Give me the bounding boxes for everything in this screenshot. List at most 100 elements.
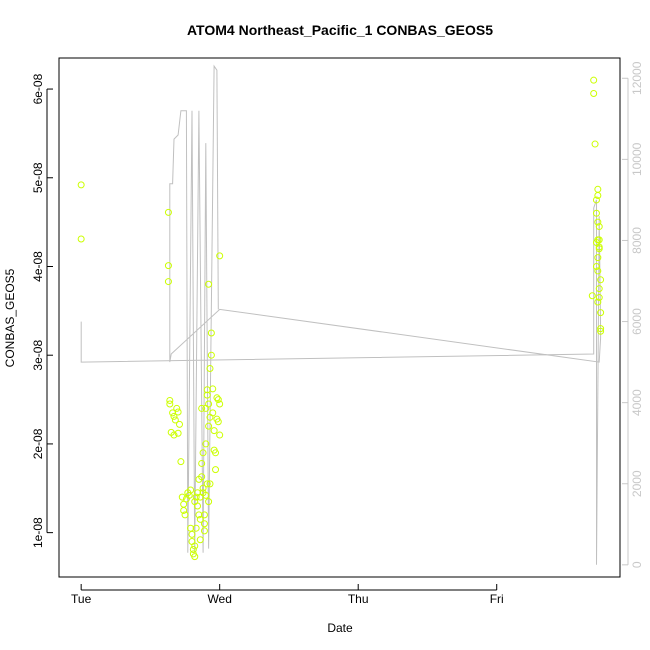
y2-tick-label: 2000 <box>630 470 644 497</box>
y2-tick-label: 4000 <box>630 389 644 416</box>
y-tick-label: 2e-08 <box>31 428 45 459</box>
data-point <box>216 252 224 260</box>
data-point <box>595 243 603 251</box>
data-point <box>191 542 199 550</box>
data-point <box>205 280 213 288</box>
data-point <box>77 181 85 189</box>
y-tick-label: 4e-08 <box>31 251 45 282</box>
data-point <box>178 493 186 501</box>
data-point <box>77 235 85 243</box>
data-point <box>213 394 221 402</box>
data-point <box>176 420 184 428</box>
data-point <box>192 493 200 501</box>
data-point <box>594 254 602 262</box>
data-point <box>214 396 222 404</box>
data-point <box>212 449 220 457</box>
chart-title: ATOM4 Northeast_Pacific_1 CONBAS_GEOS5 <box>187 22 493 38</box>
data-point <box>189 545 197 553</box>
data-point <box>187 486 195 494</box>
y-axis-label: CONBAS_GEOS5 <box>3 268 17 367</box>
y2-tick-label: 10000 <box>630 142 644 176</box>
data-point <box>592 262 600 270</box>
data-point <box>198 404 206 412</box>
data-point <box>214 418 222 426</box>
data-point <box>590 76 598 84</box>
data-point <box>203 391 211 399</box>
x-axis-label: Date <box>327 621 353 635</box>
data-point <box>597 276 605 284</box>
data-point <box>191 498 199 506</box>
y-tick-label: 1e-08 <box>31 517 45 548</box>
data-point <box>200 520 208 528</box>
data-point <box>180 506 188 514</box>
data-point <box>207 351 215 359</box>
data-point <box>590 89 598 97</box>
data-point <box>164 278 172 286</box>
data-point <box>173 404 181 412</box>
data-point <box>170 412 178 420</box>
data-point <box>200 511 208 519</box>
x-tick-label: Thu <box>348 592 369 606</box>
data-point <box>206 365 214 373</box>
data-point <box>592 196 600 204</box>
data-point <box>191 553 199 561</box>
data-point <box>594 218 602 226</box>
x-tick-label: Wed <box>207 592 231 606</box>
data-point <box>595 285 603 293</box>
data-point <box>594 267 602 275</box>
data-point <box>216 431 224 439</box>
data-point <box>205 400 213 408</box>
plot-area: Tue Wed Thu Fri 1e-08 2e-08 3e-08 4e-08 5e-08 6e-… <box>31 57 644 606</box>
data-point <box>206 480 214 488</box>
y-tick-label: 5e-08 <box>31 162 45 193</box>
data-point <box>597 327 605 335</box>
data-point <box>205 422 213 430</box>
x-tick-label: Fri <box>490 592 504 606</box>
data-point <box>188 530 196 538</box>
data-point <box>203 480 211 488</box>
data-point <box>196 515 204 523</box>
data-point <box>595 294 603 302</box>
data-point <box>594 298 602 306</box>
data-point <box>196 536 204 544</box>
data-point <box>174 408 182 416</box>
data-point <box>200 527 208 535</box>
data-point <box>199 484 207 492</box>
data-point <box>595 236 603 244</box>
data-point <box>597 325 605 333</box>
y2-tick-label: 12000 <box>630 61 644 95</box>
data-point <box>209 385 217 393</box>
data-point <box>164 262 172 270</box>
data-point <box>210 427 218 435</box>
data-point <box>592 209 600 217</box>
data-point <box>202 440 210 448</box>
data-point <box>209 409 217 417</box>
data-point <box>594 185 602 193</box>
plot-frame <box>58 57 621 578</box>
data-point <box>164 208 172 216</box>
data-point <box>196 493 204 501</box>
data-point <box>166 396 174 404</box>
data-point <box>177 458 185 466</box>
data-point <box>591 140 599 148</box>
data-point <box>588 292 596 300</box>
data-point <box>198 459 206 467</box>
x-tick-label: Tue <box>71 592 92 606</box>
data-point <box>170 431 178 439</box>
data-point <box>205 498 213 506</box>
data-point <box>195 475 203 483</box>
data-point <box>174 429 182 437</box>
y2-tick-label: 6000 <box>630 308 644 335</box>
data-point <box>207 329 215 337</box>
series-line <box>80 64 602 565</box>
data-point <box>192 524 200 532</box>
data-point <box>171 416 179 424</box>
data-point <box>181 511 189 519</box>
data-point <box>188 538 196 546</box>
y-tick-label: 3e-08 <box>31 340 45 371</box>
data-point <box>595 223 603 231</box>
data-point <box>597 309 605 317</box>
y2-tick-label: 0 <box>630 561 644 568</box>
y-tick-label: 6e-08 <box>31 73 45 104</box>
